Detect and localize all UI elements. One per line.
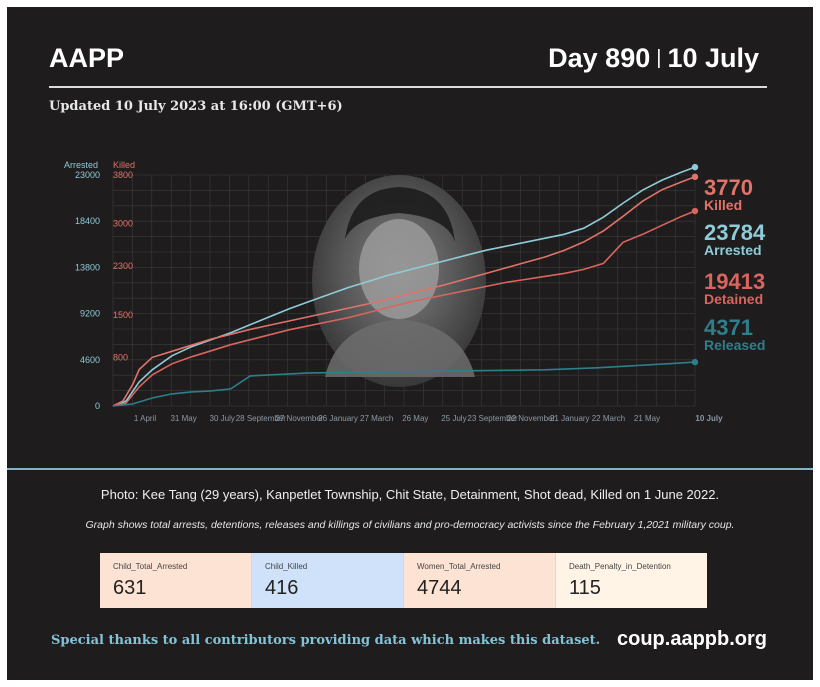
portrait-shoulders (325, 319, 475, 377)
stat-value: 4744 (417, 577, 462, 599)
site-link[interactable]: coup.aappb.org (617, 628, 767, 650)
thanks-note: Special thanks to all contributors provi… (51, 633, 601, 648)
x-axis-tick: 30 July (210, 414, 235, 423)
end-label-arrested: Arrested (704, 242, 762, 258)
right-axis-tick: 3800 (113, 170, 133, 180)
org-title: AAPP (49, 43, 125, 73)
day-separator: | (656, 47, 662, 69)
left-axis-tick: 0 (95, 401, 100, 411)
right-axis-tick: 2300 (113, 261, 133, 271)
stat-card-women-arrested: Women_Total_Arrested 4744 (404, 553, 556, 608)
section-divider (7, 468, 813, 470)
day-date: 10 July (667, 43, 759, 73)
x-axis-tick: 31 May (170, 414, 196, 423)
portrait-photo (312, 175, 486, 387)
chart-series (112, 163, 699, 407)
portrait-face (359, 219, 439, 319)
stat-cards: Child_Total_Arrested 631 Child_Killed 41… (100, 553, 707, 608)
right-axis-tick: 3000 (113, 219, 133, 229)
stat-label: Death_Penalty_in_Detention (569, 562, 671, 571)
left-axis-tick: 9200 (80, 309, 100, 319)
x-axis-tick: 25 July (441, 414, 466, 423)
series-endpoint-released (691, 358, 699, 366)
infographic-card: AAPP Day 890 | 10 July Updated 10 July 202… (7, 7, 813, 680)
photo-caption: Photo: Kee Tang (29 years), Kanpetlet To… (100, 487, 720, 502)
right-axis-title: Killed (113, 160, 135, 170)
x-axis-tick: 21 January (550, 414, 590, 423)
left-axis-tick: 13800 (75, 262, 100, 272)
cumulative-chart: Arrested Killed 0 4600 9200 13800 18400 23000 80… (64, 160, 766, 423)
series-line-detained (112, 210, 696, 407)
end-value-detained: 19413 (704, 269, 765, 294)
stat-value: 631 (113, 577, 147, 599)
left-axis-tick: 18400 (75, 216, 100, 226)
series-line-arrested (112, 166, 696, 407)
x-axis-tick: 27 March (360, 414, 393, 423)
end-value-released: 4371 (704, 315, 753, 340)
stat-value: 115 (569, 577, 601, 599)
x-axis-tick: 26 May (402, 414, 428, 423)
end-value-killed: 3770 (704, 175, 753, 200)
graph-note: Graph shows total arrests, detentions, r… (85, 519, 735, 531)
chart-axes: Arrested Killed 0 4600 9200 13800 18400 23000 80… (64, 160, 723, 423)
x-axis-tick: 28 September (236, 414, 287, 423)
updated-timestamp: Updated 10 July 2023 at 16:00 (GMT+6) (49, 99, 343, 114)
stat-label: Women_Total_Arrested (417, 562, 501, 571)
stat-card-child-arrested: Child_Total_Arrested 631 (100, 553, 252, 608)
x-axis-tick: 10 July (695, 414, 723, 423)
day-count: Day 890 (548, 43, 651, 73)
right-axis-tick: 1500 (113, 310, 133, 320)
end-label-killed: Killed (704, 197, 742, 213)
left-axis-tick: 23000 (75, 170, 100, 180)
stat-card-death-penalty: Death_Penalty_in_Detention 115 (556, 553, 707, 608)
series-line-released (112, 361, 696, 407)
left-axis-title: Arrested (64, 160, 98, 170)
x-axis-tick: 22 November (507, 414, 555, 423)
end-value-arrested: 23784 (704, 220, 766, 245)
portrait-hair (345, 187, 455, 242)
x-axis-tick: 22 March (592, 414, 625, 423)
day-title: Day 890 | 10 July (548, 43, 759, 74)
stat-value: 416 (265, 577, 299, 599)
header-divider (49, 86, 767, 88)
right-axis-tick: 800 (113, 352, 128, 362)
stat-label: Child_Total_Arrested (113, 562, 188, 571)
series-endpoint-arrested (691, 163, 699, 171)
x-axis-tick: 1 April (134, 414, 156, 423)
x-axis-tick: 26 January (318, 414, 358, 423)
series-endpoint-detained (691, 207, 699, 215)
x-axis-tick: 23 September (467, 414, 518, 423)
series-endpoint-killed (691, 173, 699, 181)
x-axis-tick: 27 November (275, 414, 323, 423)
end-label-released: Released (704, 337, 765, 353)
end-label-detained: Detained (704, 291, 763, 307)
stat-label: Child_Killed (265, 562, 308, 571)
left-axis-tick: 4600 (80, 355, 100, 365)
series-line-killed (112, 176, 696, 407)
stat-card-child-killed: Child_Killed 416 (252, 553, 404, 608)
x-axis-tick: 21 May (634, 414, 660, 423)
